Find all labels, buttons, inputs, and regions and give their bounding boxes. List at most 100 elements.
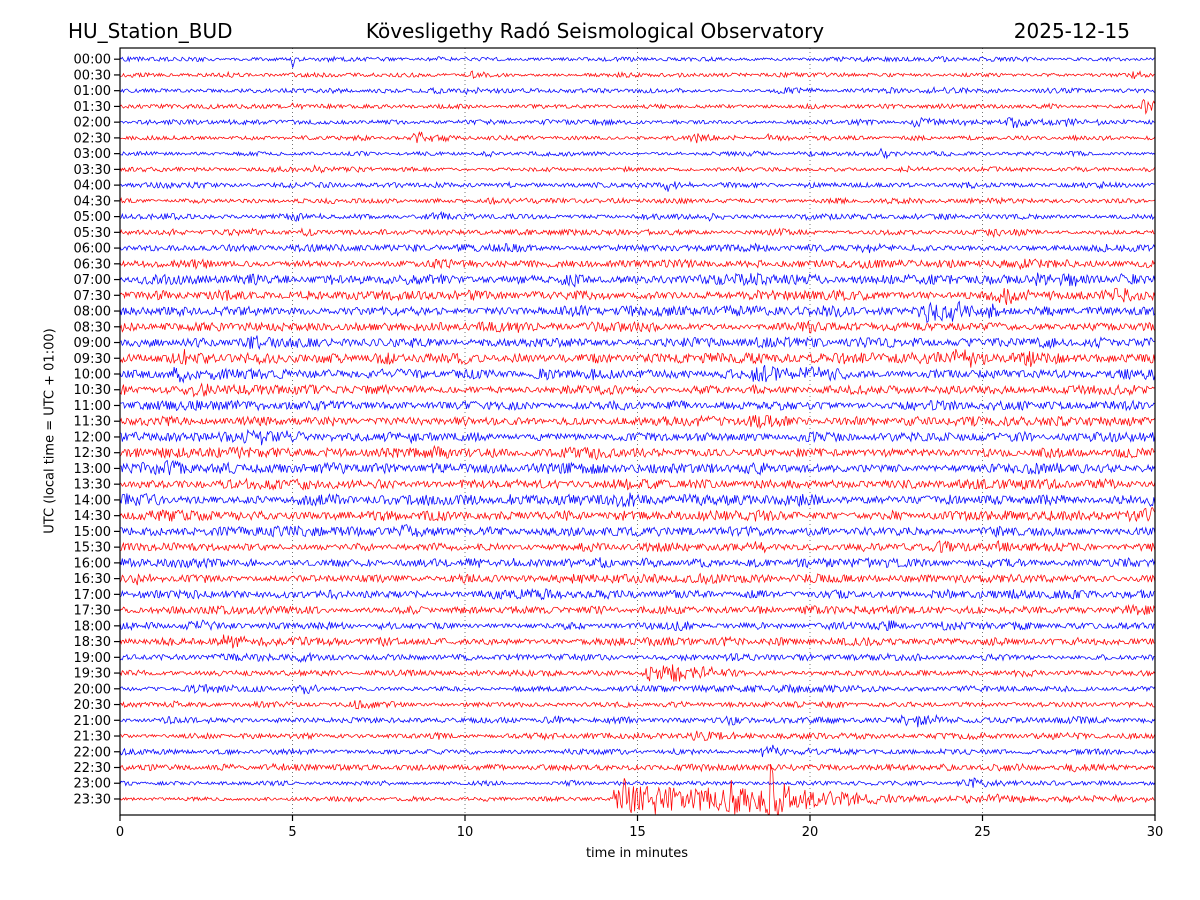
y-tick-label: 14:00 (74, 493, 111, 508)
trace-01-00 (120, 86, 1155, 96)
trace-17-30 (120, 603, 1155, 616)
y-tick-label: 18:30 (74, 635, 111, 650)
trace-13-00 (120, 459, 1155, 476)
y-tick-label: 09:00 (74, 336, 111, 351)
trace-01-30 (120, 98, 1155, 115)
y-tick-label: 05:00 (74, 210, 111, 225)
date-title: 2025-12-15 (1013, 19, 1130, 43)
station-title: HU_Station_BUD (68, 19, 233, 43)
y-tick-label: 21:00 (74, 714, 111, 729)
trace-22-00 (120, 744, 1155, 758)
x-tick-label: 25 (974, 825, 991, 840)
y-tick-label: 07:00 (74, 273, 111, 288)
trace-11-30 (120, 414, 1155, 430)
y-tick-label: 01:00 (74, 84, 111, 99)
trace-23-30 (120, 763, 1155, 815)
trace-15-30 (120, 540, 1155, 554)
trace-21-00 (120, 713, 1155, 728)
x-tick-label: 10 (457, 825, 474, 840)
y-tick-label: 11:00 (74, 399, 111, 414)
y-tick-label: 11:30 (74, 415, 111, 430)
y-tick-label: 00:00 (74, 53, 111, 68)
trace-05-00 (120, 210, 1155, 222)
trace-group (120, 55, 1155, 815)
y-tick-label: 00:30 (74, 68, 111, 83)
trace-05-30 (120, 227, 1155, 239)
trace-16-00 (120, 557, 1155, 569)
trace-09-00 (120, 335, 1155, 350)
y-tick-label: 03:00 (74, 147, 111, 162)
x-axis-label: time in minutes (585, 846, 689, 861)
trace-06-00 (120, 242, 1155, 254)
y-tick-label: 13:30 (74, 478, 111, 493)
y-tick-label: 21:30 (74, 730, 111, 745)
y-tick-label: 20:30 (74, 698, 111, 713)
x-tick-label: 5 (288, 825, 296, 840)
y-tick-label: 09:30 (74, 352, 111, 367)
y-tick-label: 01:30 (74, 100, 111, 115)
x-tick-label: 0 (116, 825, 124, 840)
y-tick-label: 19:30 (74, 667, 111, 682)
trace-07-30 (120, 287, 1155, 305)
trace-20-00 (120, 683, 1155, 695)
trace-13-30 (120, 477, 1155, 491)
y-tick-label: 04:00 (74, 179, 111, 194)
y-tick-label: 19:00 (74, 651, 111, 666)
y-tick-label: 08:00 (74, 305, 111, 320)
y-tick-label: 23:30 (74, 792, 111, 807)
x-tick-label: 15 (629, 825, 646, 840)
trace-12-30 (120, 444, 1155, 461)
y-tick-label: 22:30 (74, 761, 111, 776)
trace-04-00 (120, 180, 1155, 192)
trace-03-00 (120, 147, 1155, 160)
x-tick-label: 30 (1147, 825, 1164, 840)
trace-04-30 (120, 196, 1155, 205)
trace-23-00 (120, 777, 1155, 788)
trace-15-00 (120, 524, 1155, 538)
trace-03-30 (120, 164, 1155, 174)
trace-14-30 (120, 507, 1155, 523)
trace-08-00 (120, 300, 1155, 324)
y-tick-label: 12:30 (74, 446, 111, 461)
trace-21-30 (120, 730, 1155, 742)
y-tick-label: 17:30 (74, 604, 111, 619)
trace-08-30 (120, 320, 1155, 334)
y-tick-label: 10:30 (74, 383, 111, 398)
trace-19-30 (120, 664, 1155, 682)
trace-09-30 (120, 348, 1155, 368)
y-tick-label: 06:00 (74, 242, 111, 257)
y-tick-label: 22:00 (74, 745, 111, 760)
trace-10-00 (120, 364, 1155, 384)
y-tick-label: 02:30 (74, 131, 111, 146)
trace-00-00 (120, 55, 1155, 68)
y-tick-label: 03:30 (74, 163, 111, 178)
y-tick-label: 05:30 (74, 226, 111, 241)
trace-19-00 (120, 651, 1155, 663)
trace-14-00 (120, 492, 1155, 508)
y-tick-label: 15:00 (74, 525, 111, 540)
trace-07-00 (120, 272, 1155, 288)
plot-border (119, 47, 1156, 816)
trace-02-30 (120, 131, 1155, 144)
y-tick-label: 16:00 (74, 556, 111, 571)
y-tick-label: 17:00 (74, 588, 111, 603)
y-tick-label: 18:00 (74, 619, 111, 634)
trace-02-00 (120, 116, 1155, 129)
y-tick-label: 04:30 (74, 194, 111, 209)
y-tick-label: 08:30 (74, 320, 111, 335)
y-tick-label: 23:00 (74, 777, 111, 792)
trace-06-30 (120, 258, 1155, 271)
y-tick-label: 13:00 (74, 462, 111, 477)
trace-18-30 (120, 634, 1155, 649)
y-tick-label: 20:00 (74, 682, 111, 697)
y-tick-label: 15:30 (74, 541, 111, 556)
x-tick-label: 20 (802, 825, 819, 840)
trace-16-30 (120, 572, 1155, 586)
observatory-title: Kövesligethy Radó Seismological Observat… (365, 19, 825, 43)
y-tick-label: 06:30 (74, 257, 111, 272)
y-tick-label: 14:30 (74, 509, 111, 524)
y-tick-label: 07:30 (74, 289, 111, 304)
y-tick-label: 02:00 (74, 116, 111, 131)
